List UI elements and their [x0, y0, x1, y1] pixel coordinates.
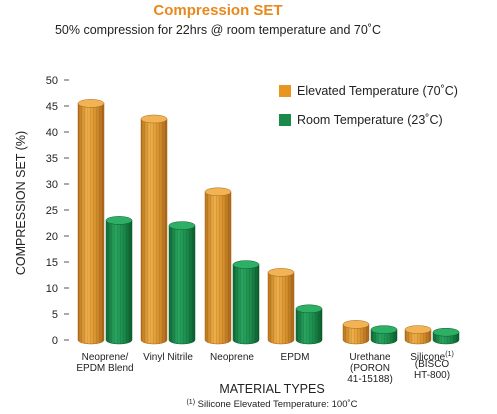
category-label: Vinyl Nitrile — [143, 352, 193, 363]
category-label: Neoprene/EPDM Blend — [76, 352, 133, 374]
legend-swatch — [279, 85, 291, 97]
legend-swatch — [279, 114, 291, 126]
bar — [105, 216, 133, 345]
category-label-line: (PORON — [350, 363, 390, 374]
category-label-line: Urethane — [349, 352, 391, 363]
bar — [204, 187, 232, 345]
bar-texture — [169, 225, 195, 344]
category-label: Neoprene — [210, 352, 254, 363]
category-label-line: Neoprene/ — [82, 352, 129, 363]
bar-top — [342, 320, 370, 329]
y-tick-label: 45 — [46, 101, 58, 113]
y-tick-label: 25 — [46, 205, 58, 217]
category-label-line: HT-800) — [414, 370, 450, 381]
y-axis-title: COMPRESSION SET (%) — [14, 131, 28, 275]
legend-label: Room Temperature (23˚C) — [297, 113, 443, 127]
y-tick-label: 35 — [46, 153, 58, 165]
bar-top — [168, 221, 196, 230]
bar-texture — [268, 272, 294, 344]
bar — [77, 99, 105, 345]
bar — [232, 260, 260, 345]
bar-top — [267, 268, 295, 277]
bar-top — [370, 325, 398, 334]
y-tick-label: 20 — [46, 231, 58, 243]
bar — [140, 114, 168, 345]
category-label-line: Silicone — [410, 352, 445, 363]
bar-top — [140, 114, 168, 124]
legend-item: Elevated Temperature (70˚C) — [279, 84, 458, 98]
category-label-line: Vinyl Nitrile — [143, 352, 193, 363]
bar-texture — [78, 103, 104, 345]
bar-top — [204, 187, 232, 197]
category-label-line: Neoprene — [210, 352, 254, 363]
category-superscript: (1) — [445, 351, 454, 358]
category-label-line: EPDM Blend — [76, 363, 133, 374]
x-axis-title: MATERIAL TYPES — [219, 382, 324, 396]
bar-top — [77, 99, 105, 108]
category-label-line: (BISCO — [415, 359, 450, 370]
legend: Elevated Temperature (70˚C) Room Temperat… — [279, 84, 458, 127]
category-labels: Neoprene/EPDM Blend Vinyl Nitrile Neoprene… — [76, 351, 453, 385]
chart-subtitle: 50% compression for 22hrs @ room tempera… — [55, 23, 381, 37]
y-tick-label: 30 — [46, 179, 58, 191]
bar-texture — [106, 220, 132, 344]
bar — [370, 325, 398, 345]
bar-top — [432, 327, 460, 337]
bar-top — [105, 216, 133, 225]
y-tick-label: 10 — [46, 283, 58, 295]
category-label: Urethane (PORON 41-15188) — [347, 352, 393, 385]
bar-texture — [343, 324, 369, 344]
category-label-line: EPDM — [281, 352, 310, 363]
footnote-marker: (1) — [186, 399, 195, 406]
category-label: EPDM — [281, 352, 310, 363]
category-label: Silicone(1) (BISCO HT-800) — [410, 351, 454, 381]
y-tick-label: 50 — [46, 75, 58, 87]
bar-top — [404, 325, 432, 334]
chart-title: Compression SET — [153, 2, 282, 19]
bar-texture — [233, 264, 259, 344]
footnote-text: Silicone Elevated Temperature: 100˚C — [195, 399, 358, 410]
bar — [404, 325, 432, 345]
bar-texture — [141, 119, 167, 344]
bar-texture — [205, 191, 231, 344]
bars — [77, 99, 460, 345]
y-axis: 0 5 10 15 20 25 30 35 40 45 50 — [46, 75, 69, 347]
bar-texture — [296, 308, 322, 344]
y-tick-label: 40 — [46, 127, 58, 139]
y-tick-label: 0 — [52, 335, 58, 347]
bar-top — [295, 304, 323, 314]
y-tick-label: 5 — [52, 309, 58, 321]
bar — [168, 221, 196, 345]
bar — [342, 320, 370, 345]
bar — [295, 304, 323, 345]
legend-label: Elevated Temperature (70˚C) — [297, 84, 458, 98]
bar — [432, 327, 460, 345]
legend-item: Room Temperature (23˚C) — [279, 113, 443, 127]
bar-top — [232, 260, 260, 269]
category-label-line: 41-15188) — [347, 374, 393, 385]
footnote: (1) Silicone Elevated Temperature: 100˚C — [186, 399, 357, 410]
y-tick-label: 15 — [46, 257, 58, 269]
bar — [267, 268, 295, 345]
